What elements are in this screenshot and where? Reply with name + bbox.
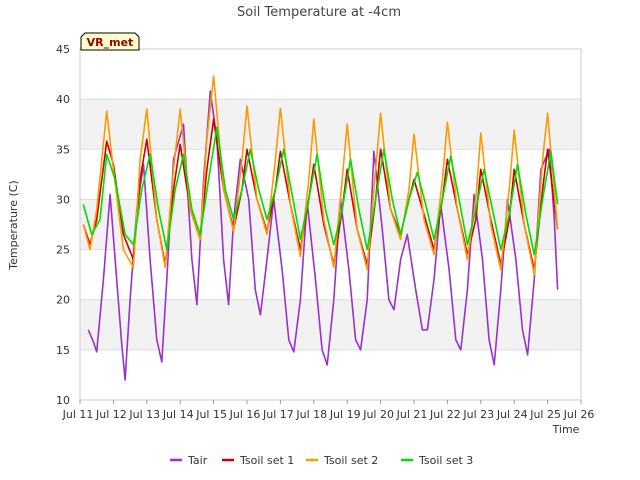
- series-lines: [82, 75, 559, 381]
- y-tick-label: 25: [56, 244, 70, 257]
- y-axis-label: Temperature (C): [7, 180, 20, 270]
- station-badge-label: VR_met: [87, 36, 134, 49]
- x-axis-label: Time: [552, 423, 580, 436]
- legend-label: Tsoil set 3: [418, 454, 473, 467]
- x-tick-label: Jul 26: [563, 408, 595, 421]
- legend: Tair Tsoil set 1 Tsoil set 2 Tsoil set 3: [170, 454, 473, 467]
- x-tick-label: Jul 13: [128, 408, 160, 421]
- x-tick-label: Jul 22: [429, 408, 461, 421]
- y-tick-label: 10: [56, 394, 70, 407]
- x-tick-label: Jul 14: [162, 408, 194, 421]
- y-tick-label: 40: [56, 93, 70, 106]
- series-line-tair: [87, 90, 559, 381]
- station-badge-box: [80, 32, 140, 51]
- plot-band: [80, 249, 581, 300]
- plot-band: [80, 199, 581, 250]
- x-axis: Jul 11 Jul 12 Jul 13 Jul 14 Jul 15 Jul 16 Jul …: [62, 400, 595, 421]
- plot-band: [80, 99, 581, 150]
- y-tick-label: 30: [56, 193, 70, 206]
- x-tick-label: Jul 16: [229, 408, 261, 421]
- x-tick-label: Jul 15: [195, 408, 227, 421]
- y-tick-label: 45: [56, 43, 70, 56]
- legend-label: Tsoil set 1: [239, 454, 294, 467]
- plot-area: [79, 48, 582, 401]
- y-tick-label: 20: [56, 294, 70, 307]
- y-tick-label: 15: [56, 344, 70, 357]
- plot-band: [80, 49, 581, 100]
- plot-band: [80, 349, 581, 400]
- x-tick-label: Jul 24: [496, 408, 528, 421]
- legend-label: Tsoil set 2: [323, 454, 378, 467]
- x-tick-label: Jul 20: [362, 408, 394, 421]
- x-tick-label: Jul 25: [529, 408, 561, 421]
- x-tick-label: Jul 17: [262, 408, 294, 421]
- plot-band: [80, 149, 581, 200]
- chart-title: Soil Temperature at -4cm: [237, 5, 401, 20]
- x-tick-label: Jul 19: [329, 408, 361, 421]
- x-tick-label: Jul 18: [295, 408, 327, 421]
- station-badge: VR_met: [80, 32, 140, 51]
- y-axis: 10 15 20 25 30 35 40 45: [56, 43, 70, 407]
- x-tick-label: Jul 12: [95, 408, 127, 421]
- legend-label: Tair: [187, 454, 208, 467]
- x-tick-label: Jul 23: [462, 408, 494, 421]
- y-tick-label: 35: [56, 143, 70, 156]
- series-line-tsoil-set-3: [82, 126, 559, 256]
- x-tick-label: Jul 11: [62, 408, 94, 421]
- x-tick-label: Jul 21: [396, 408, 428, 421]
